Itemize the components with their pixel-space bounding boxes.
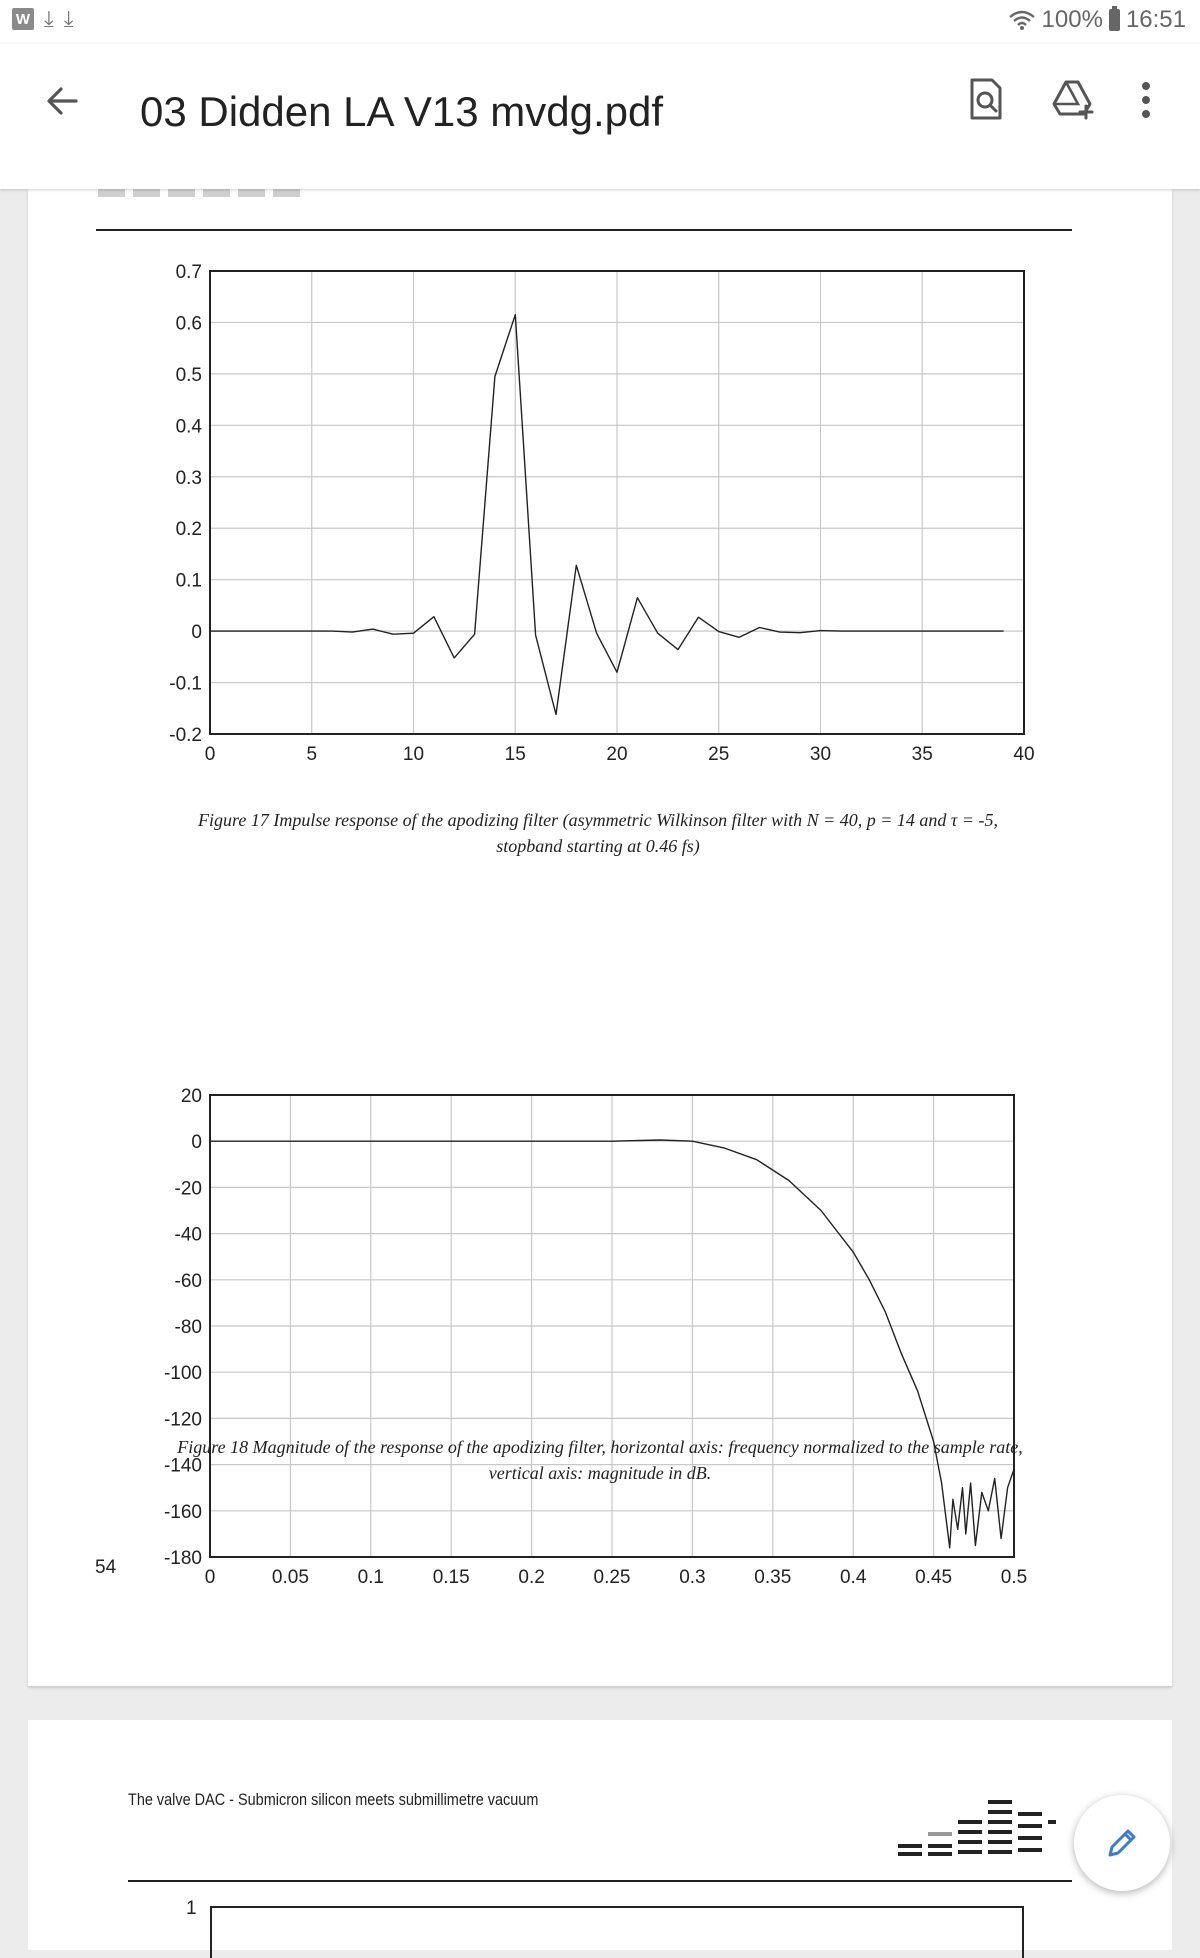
x-tick-label: 0.2 <box>518 1567 544 1588</box>
y-tick-label: 0.1 <box>176 571 202 592</box>
figure-17-caption-line-2: stopband starting at 0.46 fs) <box>496 836 700 856</box>
figure-18-caption-line-1: Figure 18 Magnitude of the response of t… <box>177 1437 1023 1457</box>
pdf-page[interactable]: 0 5 10 15 20 25 30 35 40 0.7 0.6 0.5 0.4 0.3 0.2 0.1 0 -0… <box>28 189 1172 1686</box>
y-tick-label: -20 <box>175 1178 202 1199</box>
download-icon: ⤓ <box>63 6 74 31</box>
find-in-page-icon[interactable] <box>966 76 1006 122</box>
x-tick-label: 40 <box>1013 744 1034 765</box>
page-number: 54 <box>95 1557 117 1578</box>
y-tick-label: -60 <box>175 1271 202 1292</box>
battery-percent: 100% <box>1041 6 1103 33</box>
clock: 16:51 <box>1125 6 1186 33</box>
y-tick-label: -120 <box>164 1409 202 1430</box>
y-tick-label: -140 <box>164 1456 202 1477</box>
x-tick-label: 0.4 <box>840 1567 867 1588</box>
x-tick-label: 0.15 <box>433 1567 470 1588</box>
y-tick-label: 0.6 <box>176 313 202 334</box>
x-tick-label: 0.45 <box>915 1567 952 1588</box>
series-line <box>210 1139 1015 1549</box>
y-tick-label: -0.2 <box>169 725 202 746</box>
x-tick-label: 10 <box>403 744 424 765</box>
header-rule <box>128 1880 1072 1882</box>
next-chart-axis-label: 1 <box>186 1898 197 1919</box>
figure-18-caption-line-2: vertical axis: magnitude in dB. <box>488 1463 712 1483</box>
x-tick-label: 0.05 <box>272 1567 309 1588</box>
running-header: The valve DAC - Submicron silicon meets … <box>128 1790 539 1809</box>
y-tick-label: -0.1 <box>169 674 202 695</box>
x-tick-label: 15 <box>505 744 526 765</box>
y-tick-label: 0.2 <box>176 519 202 540</box>
plot-frame <box>209 1094 1015 1558</box>
plot-frame <box>209 270 1025 735</box>
magnitude-response-chart: 0 0.05 0.1 0.15 0.2 0.25 0.3 0.35 0.4 0.45 0.5200-… <box>164 1086 1027 1588</box>
y-tick-label: 0.5 <box>176 365 202 386</box>
impulse-response-chart: 0 5 10 15 20 25 30 35 400.70.60.50.40.30.20.10-0… <box>169 262 1034 765</box>
y-tick-label: 0 <box>191 1132 202 1153</box>
wifi-icon <box>1008 10 1035 30</box>
next-chart-frame <box>210 1906 1024 1958</box>
edit-fab[interactable] <box>1074 1795 1170 1891</box>
y-tick-label: -80 <box>175 1317 202 1338</box>
valve-dac-logo <box>898 1800 1056 1856</box>
y-tick-label: -160 <box>164 1502 202 1523</box>
y-tick-label: 0 <box>191 622 202 643</box>
x-tick-label: 30 <box>810 744 831 765</box>
x-tick-label: 0.1 <box>358 1567 384 1588</box>
app-notification-badge: W <box>12 8 34 30</box>
y-tick-label: 0.4 <box>176 416 203 437</box>
x-tick-label: 0.5 <box>1001 1567 1027 1588</box>
battery-icon <box>1108 6 1120 31</box>
header-decoration <box>98 189 300 197</box>
y-tick-label: -40 <box>175 1225 202 1246</box>
header-rule <box>96 229 1072 231</box>
x-tick-label: 0.3 <box>679 1567 705 1588</box>
x-tick-label: 35 <box>912 744 933 765</box>
series-line <box>210 313 1004 716</box>
arrow-back-icon[interactable] <box>40 78 86 124</box>
x-tick-label: 20 <box>606 744 627 765</box>
y-tick-label: 0.3 <box>176 468 202 489</box>
y-tick-label: -180 <box>164 1548 202 1569</box>
x-tick-label: 0 <box>205 744 216 765</box>
pencil-icon <box>1108 1829 1136 1857</box>
x-tick-label: 0.35 <box>754 1567 791 1588</box>
x-tick-label: 0.25 <box>594 1567 631 1588</box>
figure-18-caption: Figure 18 Magnitude of the response of t… <box>128 1434 1072 1486</box>
y-tick-label: 0.7 <box>176 262 202 283</box>
document-title: 03 Didden LA V13 mvdg.pdf <box>140 88 664 135</box>
y-tick-label: -100 <box>164 1363 202 1384</box>
y-tick-label: 20 <box>181 1086 202 1107</box>
status-bar: W ⤓ ⤓ 100% 16:51 <box>0 0 1200 44</box>
app-bar: 03 Didden LA V13 mvdg.pdf <box>0 44 1200 189</box>
figure-17-caption-line-1: Figure 17 Impulse response of the apodiz… <box>198 810 998 830</box>
pdf-page[interactable]: The valve DAC - Submicron silicon meets … <box>28 1720 1172 1958</box>
more-vert-icon[interactable] <box>1130 78 1162 122</box>
add-to-drive-icon[interactable] <box>1050 76 1096 122</box>
x-tick-label: 5 <box>306 744 317 765</box>
figure-17-caption: Figure 17 Impulse response of the apodiz… <box>158 807 1038 859</box>
x-tick-label: 0 <box>205 1567 216 1588</box>
download-icon: ⤓ <box>44 6 54 31</box>
notification-icons: W ⤓ ⤓ <box>12 8 73 30</box>
x-tick-label: 25 <box>708 744 729 765</box>
